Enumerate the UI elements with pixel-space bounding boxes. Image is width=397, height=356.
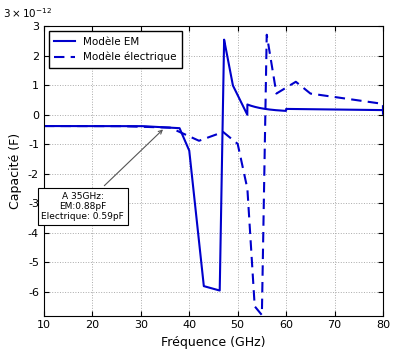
Modèle EM [295, 107, 299, 111]
Modèle électrique [381, 113, 385, 117]
Modèle électrique [103, 124, 108, 128]
Modèle électrique [264, 33, 269, 37]
Text: $3\times10^{-12}$: $3\times10^{-12}$ [3, 7, 52, 20]
Modèle électrique [171, 127, 176, 131]
Modèle EM [217, 288, 222, 293]
Modèle électrique [41, 124, 46, 128]
Modèle EM [103, 124, 108, 128]
Modèle électrique [320, 93, 325, 98]
Line: Modèle EM: Modèle EM [44, 40, 383, 290]
Modèle électrique [260, 313, 264, 317]
Modèle électrique [295, 80, 299, 85]
Modèle EM [381, 108, 385, 112]
Modèle EM [41, 124, 46, 128]
Modèle électrique [245, 185, 250, 190]
X-axis label: Fréquence (GHz): Fréquence (GHz) [161, 336, 266, 349]
Line: Modèle électrique: Modèle électrique [44, 35, 383, 315]
Y-axis label: Capacité (F): Capacité (F) [9, 133, 22, 209]
Modèle EM [222, 37, 227, 42]
Text: A 35GHz:
EM:0.88pF
Electrique: 0.59pF: A 35GHz: EM:0.88pF Electrique: 0.59pF [41, 130, 162, 221]
Modèle EM [245, 103, 250, 107]
Modèle EM [320, 107, 325, 111]
Modèle EM [262, 107, 267, 111]
Legend: Modèle EM, Modèle électrique: Modèle EM, Modèle électrique [49, 31, 182, 68]
Modèle électrique [262, 162, 267, 167]
Modèle EM [171, 126, 176, 130]
